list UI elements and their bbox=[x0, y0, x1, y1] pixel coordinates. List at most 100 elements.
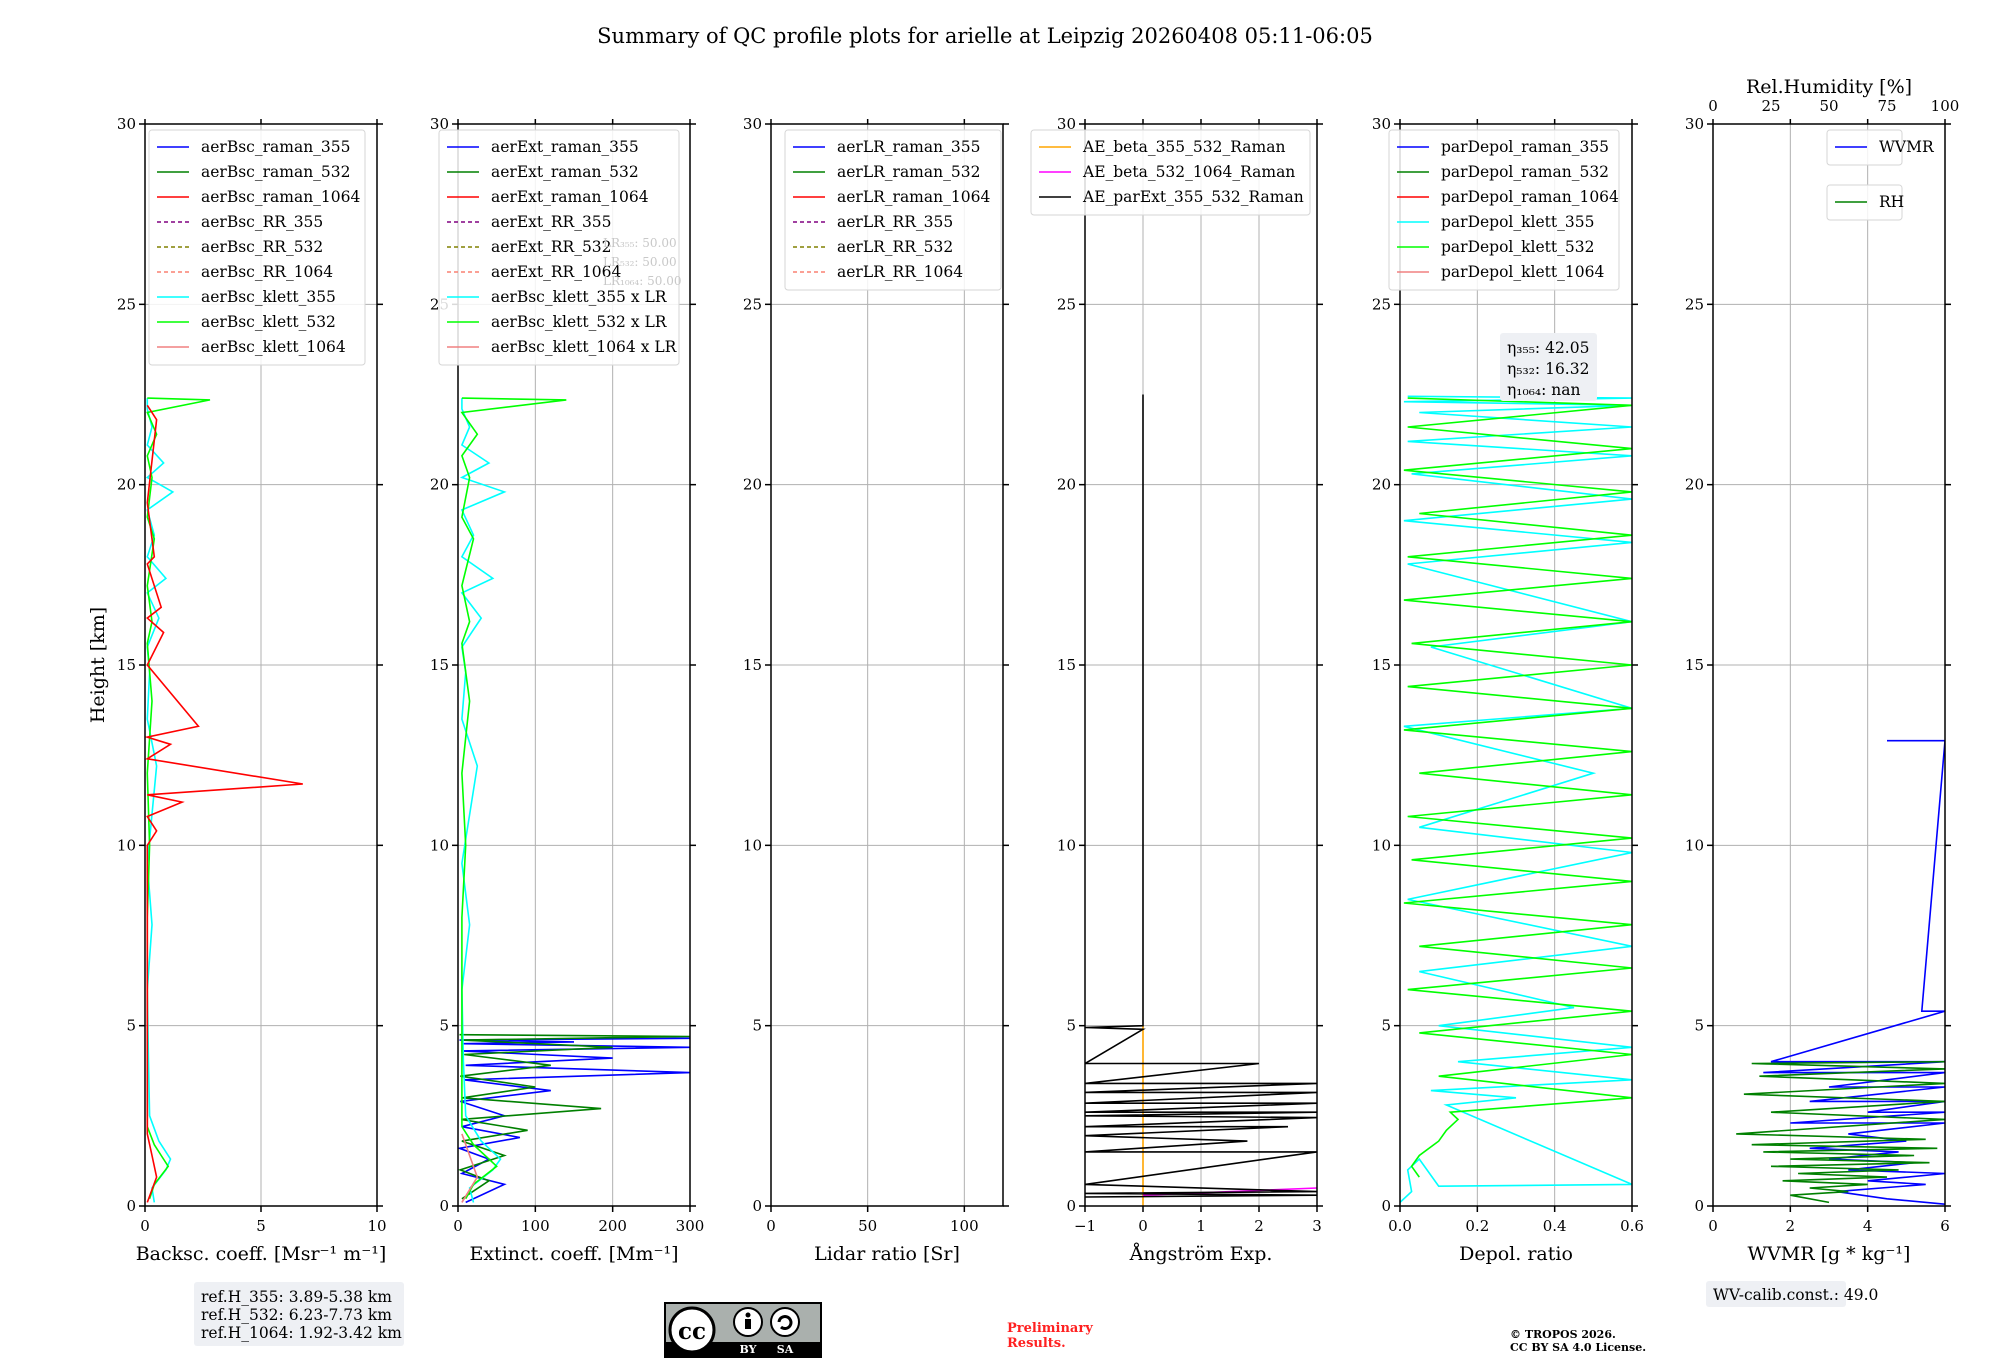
y-tick-label: 0 bbox=[1381, 1197, 1391, 1215]
legend-entry: parDepol_klett_1064 bbox=[1441, 263, 1604, 281]
y-tick-label: 0 bbox=[752, 1197, 762, 1215]
cc-license-badge: cc BY SA bbox=[664, 1302, 822, 1358]
legend-entry: aerBsc_raman_532 bbox=[201, 163, 351, 181]
by-icon-body bbox=[745, 1319, 751, 1329]
series-group bbox=[145, 397, 303, 1203]
y-tick-label: 15 bbox=[1057, 656, 1076, 674]
top-tick-label: 25 bbox=[1761, 97, 1780, 115]
legend-entry: aerBsc_klett_355 bbox=[201, 288, 336, 306]
legend-entry: aerExt_RR_1064 bbox=[491, 263, 622, 281]
panel-lr: 0 50 100 0 5 10 15 20 25 30 Lidar ratio [Sr] aerLR_… bbox=[743, 115, 1009, 1265]
sa-label: SA bbox=[777, 1343, 794, 1356]
legend-entry: aerBsc_klett_532 x LR bbox=[491, 313, 668, 331]
wv-calib-text: WV-calib.const.: 49.0 bbox=[1713, 1286, 1878, 1304]
y-tick-label: 20 bbox=[1057, 476, 1076, 494]
x-tick-label: 0 bbox=[1138, 1217, 1148, 1235]
series-line-WVMR bbox=[1763, 739, 1945, 1205]
legend-entry: parDepol_raman_355 bbox=[1441, 138, 1609, 156]
cc-text: cc bbox=[678, 1318, 706, 1345]
axes-frame bbox=[1084, 123, 1318, 1207]
series-group bbox=[1736, 739, 1945, 1205]
y-tick-label: 20 bbox=[743, 476, 762, 494]
ref-height-355: ref.H_355: 3.89-5.38 km bbox=[201, 1288, 392, 1306]
top-tick-label: 0 bbox=[1708, 97, 1718, 115]
legend: parDepol_raman_355 parDepol_raman_532 parD… bbox=[1388, 129, 1620, 291]
y-tick-label: 25 bbox=[1372, 295, 1391, 313]
legend-entry: aerBsc_klett_355 x LR bbox=[491, 288, 668, 306]
x-axis-label: Depol. ratio bbox=[1459, 1243, 1573, 1265]
y-tick-label: 15 bbox=[1685, 656, 1704, 674]
legend: RH bbox=[1826, 184, 1904, 221]
legend-entry: aerBsc_klett_1064 x LR bbox=[491, 338, 678, 356]
copyright-line2: CC BY SA 4.0 License. bbox=[1510, 1341, 1646, 1354]
preliminary-line1: Preliminary bbox=[1007, 1321, 1093, 1336]
legend-entry: aerLR_raman_1064 bbox=[837, 188, 990, 206]
x-tick-label: 2 bbox=[1786, 1217, 1796, 1235]
legend-entry: aerBsc_RR_532 bbox=[201, 238, 323, 256]
y-tick-label: 30 bbox=[1057, 115, 1076, 133]
y-tick-label: 25 bbox=[743, 295, 762, 313]
top-tick-label: 75 bbox=[1877, 97, 1896, 115]
legend-entry: aerBsc_klett_532 bbox=[201, 313, 336, 331]
legend-entry: aerLR_RR_1064 bbox=[837, 263, 963, 281]
axes-frame bbox=[144, 123, 378, 1207]
x-axis-label: Backsc. coeff. [Msr⁻¹ m⁻¹] bbox=[136, 1243, 387, 1265]
x-tick-label: −1 bbox=[1074, 1217, 1096, 1235]
x-tick-label: 100 bbox=[521, 1217, 550, 1235]
y-tick-label: 10 bbox=[430, 836, 449, 854]
y-tick-label: 0 bbox=[1694, 1197, 1704, 1215]
legend-entry: aerBsc_klett_1064 bbox=[201, 338, 346, 356]
series-line-aerBsc_klett_1064 x LR bbox=[461, 1133, 479, 1203]
legend-entry: aerBsc_raman_355 bbox=[201, 138, 351, 156]
series-line-parDepol_klett_532 bbox=[1403, 397, 1632, 1178]
panel-depol: 0.0 0.2 0.4 0.6 0 5 10 15 20 25 30 Depol. ratio parD… bbox=[1372, 115, 1644, 1265]
legend-entry: AE_parExt_355_532_Raman bbox=[1082, 188, 1304, 206]
x-tick-label: 0 bbox=[453, 1217, 463, 1235]
sa-icon-arrow bbox=[777, 1315, 793, 1330]
sa-icon bbox=[770, 1307, 800, 1337]
y-tick-label: 25 bbox=[117, 295, 136, 313]
series-line-aerBsc_raman_1064 bbox=[145, 404, 303, 1203]
legend-entry: aerBsc_RR_1064 bbox=[201, 263, 333, 281]
x-tick-label: 10 bbox=[367, 1217, 386, 1235]
y-axis-label: Height [km] bbox=[87, 607, 109, 723]
y-tick-label: 5 bbox=[439, 1017, 449, 1035]
y-tick-label: 20 bbox=[1372, 476, 1391, 494]
preliminary-line2: Results. bbox=[1007, 1336, 1066, 1351]
y-tick-label: 30 bbox=[430, 115, 449, 133]
y-tick-label: 10 bbox=[1372, 836, 1391, 854]
y-tick-label: 5 bbox=[1694, 1017, 1704, 1035]
legend-entry: aerBsc_raman_1064 bbox=[201, 188, 361, 206]
y-tick-label: 15 bbox=[743, 656, 762, 674]
lr-annotation: LR₅₃₂: 50.00 bbox=[603, 255, 677, 269]
axes-frame bbox=[1712, 123, 1946, 1207]
x-tick-label: 100 bbox=[950, 1217, 979, 1235]
legend-entry: parDepol_klett_532 bbox=[1441, 238, 1594, 256]
y-tick-label: 0 bbox=[439, 1197, 449, 1215]
legend-entry: aerExt_raman_532 bbox=[491, 163, 639, 181]
series-line-aerBsc_klett_355 bbox=[145, 398, 175, 1203]
legend-entry: aerExt_RR_532 bbox=[491, 238, 612, 256]
legend-box bbox=[148, 129, 366, 366]
y-tick-label: 10 bbox=[1685, 836, 1704, 854]
eta-annotation: η₃₅₅: 42.05 bbox=[1507, 339, 1589, 357]
x-tick-label: 0 bbox=[1708, 1217, 1718, 1235]
series-line-AE_parExt_355_532_Raman bbox=[1085, 394, 1317, 1198]
x-tick-label: 1 bbox=[1196, 1217, 1206, 1235]
ref-height-1064: ref.H_1064: 1.92-3.42 km bbox=[201, 1324, 402, 1342]
legend-entry: aerLR_raman_532 bbox=[837, 163, 980, 181]
y-tick-label: 10 bbox=[117, 836, 136, 854]
figure-title: Summary of QC profile plots for arielle … bbox=[597, 24, 1373, 48]
series-group bbox=[458, 397, 690, 1204]
ref-height-532: ref.H_532: 6.23-7.73 km bbox=[201, 1306, 392, 1324]
legend: aerBsc_raman_355 aerBsc_raman_532 aerBsc_r… bbox=[148, 129, 366, 366]
legend-entry: WVMR bbox=[1879, 138, 1935, 156]
x-tick-label: 0.2 bbox=[1465, 1217, 1489, 1235]
x-tick-label: 5 bbox=[256, 1217, 266, 1235]
legend-entry: parDepol_raman_1064 bbox=[1441, 188, 1619, 206]
eta-annotation: η₁₀₆₄: nan bbox=[1507, 381, 1581, 399]
legend-entry: RH bbox=[1879, 193, 1904, 211]
y-tick-label: 15 bbox=[430, 656, 449, 674]
